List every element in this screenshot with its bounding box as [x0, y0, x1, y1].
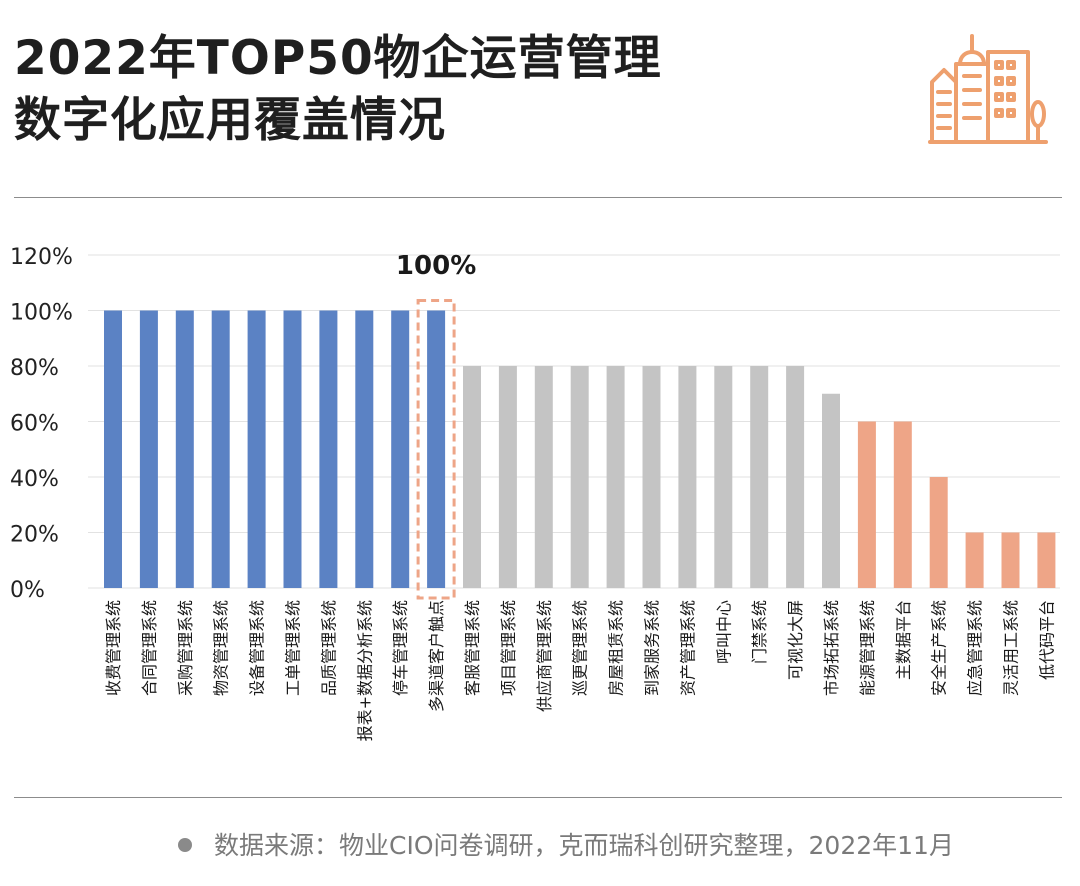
y-tick-label: 0% [10, 578, 45, 603]
bar [714, 366, 733, 588]
y-tick-label: 100% [10, 301, 73, 326]
bar [498, 366, 517, 588]
x-tick-label: 合同管理系统 [140, 600, 159, 696]
x-tick-label: 房屋租赁系统 [607, 600, 626, 696]
x-tick-label: 主数据平台 [894, 600, 913, 680]
bar [139, 310, 158, 588]
y-tick-label: 20% [10, 523, 59, 548]
x-tick-label: 采购管理系统 [176, 600, 195, 696]
bar [355, 310, 374, 588]
bar [104, 310, 122, 588]
x-tick-label: 呼叫中心 [714, 600, 733, 664]
source-note: 数据来源：物业CIO问卷调研，克而瑞科创研究整理，2022年11月 [178, 826, 954, 862]
bar-chart: 0% 20% 40% 60% 80% 100% 120% 收费管理系统 合同管理系统 采购管理系统… [10, 245, 1060, 741]
x-tick-label: 能源管理系统 [858, 600, 877, 696]
bar [534, 366, 553, 588]
bottom-divider [14, 797, 1062, 798]
bar [606, 366, 625, 588]
bar [822, 393, 840, 588]
x-tick-label: 低代码平台 [1037, 600, 1056, 680]
x-tick-label: 可视化大屏 [786, 600, 805, 680]
bar [1037, 532, 1056, 588]
x-tick-label: 品质管理系统 [319, 600, 338, 696]
x-tick-label: 门禁系统 [750, 600, 769, 664]
page-title: 2022年TOP50物企运营管理 数字化应用覆盖情况 [14, 28, 662, 152]
title-line-2: 数字化应用覆盖情况 [14, 93, 446, 148]
x-tick-label: 收费管理系统 [104, 600, 123, 696]
bar [750, 366, 769, 588]
bar [391, 310, 410, 588]
bar [427, 310, 446, 588]
bar [211, 310, 230, 588]
title-line-1: 2022年TOP50物企运营管理 [14, 31, 662, 86]
highlight-annotation: 100% [396, 251, 476, 281]
x-tick-label: 报表+数据分析系统 [355, 600, 374, 741]
bar [929, 477, 948, 588]
x-tick-label: 到家服务系统 [643, 600, 662, 696]
bar [678, 366, 697, 588]
x-tick-label: 客服管理系统 [463, 600, 482, 696]
x-tick-label: 巡更管理系统 [571, 600, 590, 696]
bar [965, 532, 984, 588]
y-tick-label: 40% [10, 467, 59, 492]
bar [175, 310, 194, 588]
x-tick-label: 设备管理系统 [248, 600, 267, 696]
city-buildings-icon [928, 34, 1048, 144]
y-tick-label: 80% [10, 356, 59, 381]
bar [570, 366, 589, 588]
y-tick-label: 120% [10, 245, 73, 270]
bar [319, 310, 338, 588]
highlight-box [416, 299, 456, 600]
source-text: 数据来源：物业CIO问卷调研，克而瑞科创研究整理，2022年11月 [214, 831, 954, 860]
x-tick-label: 市场拓拓系统 [822, 600, 841, 696]
y-tick-label: 60% [10, 412, 59, 437]
x-tick-label: 物资管理系统 [212, 600, 231, 696]
x-tick-label: 灵活用工系统 [1002, 600, 1021, 696]
bar [463, 366, 481, 588]
bar [857, 421, 876, 588]
bar [1001, 532, 1020, 588]
x-tick-label: 项目管理系统 [499, 600, 518, 696]
x-tick-label: 应急管理系统 [966, 600, 985, 696]
x-tick-label: 停车管理系统 [391, 600, 410, 696]
bar [642, 366, 661, 588]
x-tick-label: 供应商管理系统 [535, 600, 554, 712]
bar [247, 310, 266, 588]
x-tick-label: 工单管理系统 [284, 600, 303, 696]
bar [786, 366, 805, 588]
dot-icon [178, 838, 192, 852]
top-divider [14, 197, 1062, 198]
x-tick-label: 多渠道客户触点 [427, 600, 446, 712]
x-tick-label: 安全生产系统 [930, 600, 949, 696]
bar [283, 310, 302, 588]
x-tick-label: 资产管理系统 [678, 600, 697, 696]
bar [893, 421, 912, 588]
